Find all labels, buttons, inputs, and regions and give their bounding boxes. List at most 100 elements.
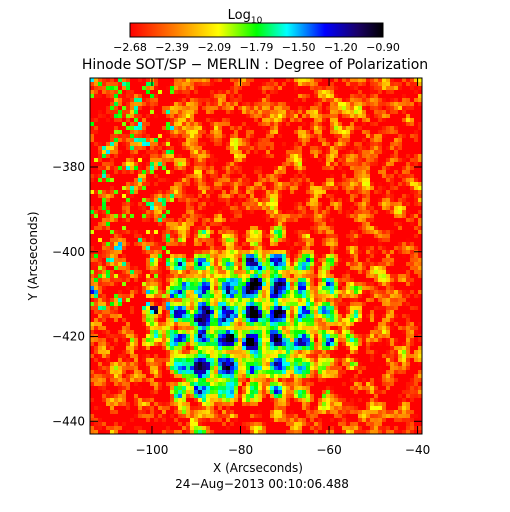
heatmap-cell <box>318 214 323 219</box>
heatmap-cell <box>90 78 95 83</box>
heatmap-cell <box>274 110 279 115</box>
heatmap-cell <box>282 238 287 243</box>
heatmap-cell <box>242 250 247 255</box>
heatmap-cell <box>114 286 119 291</box>
heatmap-cell <box>334 106 339 111</box>
heatmap-cell <box>354 86 359 91</box>
heatmap-cell <box>282 250 287 255</box>
heatmap-cell <box>210 302 215 307</box>
heatmap-cell <box>230 94 235 99</box>
heatmap-cell <box>270 190 275 195</box>
heatmap-cell <box>202 290 207 295</box>
heatmap-cell <box>182 202 187 207</box>
heatmap-cell <box>206 150 211 155</box>
heatmap-cell <box>310 234 315 239</box>
heatmap-cell <box>334 302 339 307</box>
heatmap-cell <box>290 262 295 267</box>
heatmap-cell <box>154 90 159 95</box>
heatmap-cell <box>182 230 187 235</box>
heatmap-cell <box>342 102 347 107</box>
heatmap-cell <box>130 162 135 167</box>
heatmap-cell <box>310 314 315 319</box>
heatmap-cell <box>406 218 411 223</box>
heatmap-cell <box>114 98 119 103</box>
heatmap-cell <box>254 82 259 87</box>
heatmap-cell <box>94 110 99 115</box>
heatmap-cell <box>374 210 379 215</box>
heatmap-cell <box>194 306 199 311</box>
heatmap-cell <box>362 258 367 263</box>
heatmap-cell <box>282 158 287 163</box>
heatmap-cell <box>138 130 143 135</box>
heatmap-cell <box>314 166 319 171</box>
heatmap-cell <box>250 178 255 183</box>
heatmap-cell <box>170 82 175 87</box>
heatmap-cell <box>110 278 115 283</box>
heatmap-cell <box>418 78 423 83</box>
heatmap-cell <box>246 198 251 203</box>
heatmap-cell <box>326 126 331 131</box>
heatmap-cell <box>146 282 151 287</box>
heatmap-cell <box>214 278 219 283</box>
heatmap-cell <box>170 262 175 267</box>
heatmap-cell <box>302 102 307 107</box>
heatmap-cell <box>374 286 379 291</box>
heatmap-cell <box>138 154 143 159</box>
heatmap-cell <box>126 86 131 91</box>
heatmap-cell <box>178 194 183 199</box>
heatmap-cell <box>414 134 419 139</box>
heatmap-cell <box>242 278 247 283</box>
heatmap-cell <box>254 302 259 307</box>
heatmap-cell <box>234 78 239 83</box>
heatmap-cell <box>218 270 223 275</box>
heatmap-cell <box>266 310 271 315</box>
heatmap-cell <box>186 254 191 259</box>
heatmap-cell <box>98 126 103 131</box>
heatmap-cell <box>354 134 359 139</box>
heatmap-cell <box>246 286 251 291</box>
heatmap-cell <box>270 310 275 315</box>
heatmap-cell <box>414 82 419 87</box>
heatmap-cell <box>350 218 355 223</box>
heatmap-cell <box>382 110 387 115</box>
heatmap-cell <box>218 170 223 175</box>
heatmap-cell <box>226 130 231 135</box>
heatmap-cell <box>310 118 315 123</box>
heatmap-cell <box>322 234 327 239</box>
heatmap-cell <box>342 298 347 303</box>
heatmap-cell <box>122 214 127 219</box>
heatmap-cell <box>270 222 275 227</box>
heatmap-cell <box>330 142 335 147</box>
heatmap-cell <box>230 286 235 291</box>
colorbar-tick-label: −2.09 <box>197 41 231 54</box>
heatmap-cell <box>186 218 191 223</box>
heatmap-cell <box>90 274 95 279</box>
heatmap-cell <box>142 310 147 315</box>
heatmap-cell <box>418 134 423 139</box>
heatmap-cell <box>166 294 171 299</box>
heatmap-cell <box>218 138 223 143</box>
heatmap-cell <box>254 286 259 291</box>
heatmap-cell <box>90 174 95 179</box>
heatmap-cell <box>318 210 323 215</box>
heatmap-cell <box>190 90 195 95</box>
heatmap-cell <box>342 182 347 187</box>
heatmap-cell <box>298 194 303 199</box>
heatmap-cell <box>294 194 299 199</box>
heatmap-cell <box>194 250 199 255</box>
heatmap-cell <box>274 274 279 279</box>
heatmap-cell <box>90 154 95 159</box>
heatmap-cell <box>334 90 339 95</box>
heatmap-cell <box>250 122 255 127</box>
heatmap-cell <box>358 230 363 235</box>
heatmap-cell <box>118 82 123 87</box>
heatmap-cell <box>198 126 203 131</box>
heatmap-cell <box>122 134 127 139</box>
heatmap-cell <box>210 290 215 295</box>
heatmap-cell <box>314 302 319 307</box>
heatmap-cell <box>334 202 339 207</box>
heatmap-cell <box>294 294 299 299</box>
heatmap-cell <box>314 246 319 251</box>
heatmap-cell <box>94 226 99 231</box>
heatmap-cell <box>190 278 195 283</box>
